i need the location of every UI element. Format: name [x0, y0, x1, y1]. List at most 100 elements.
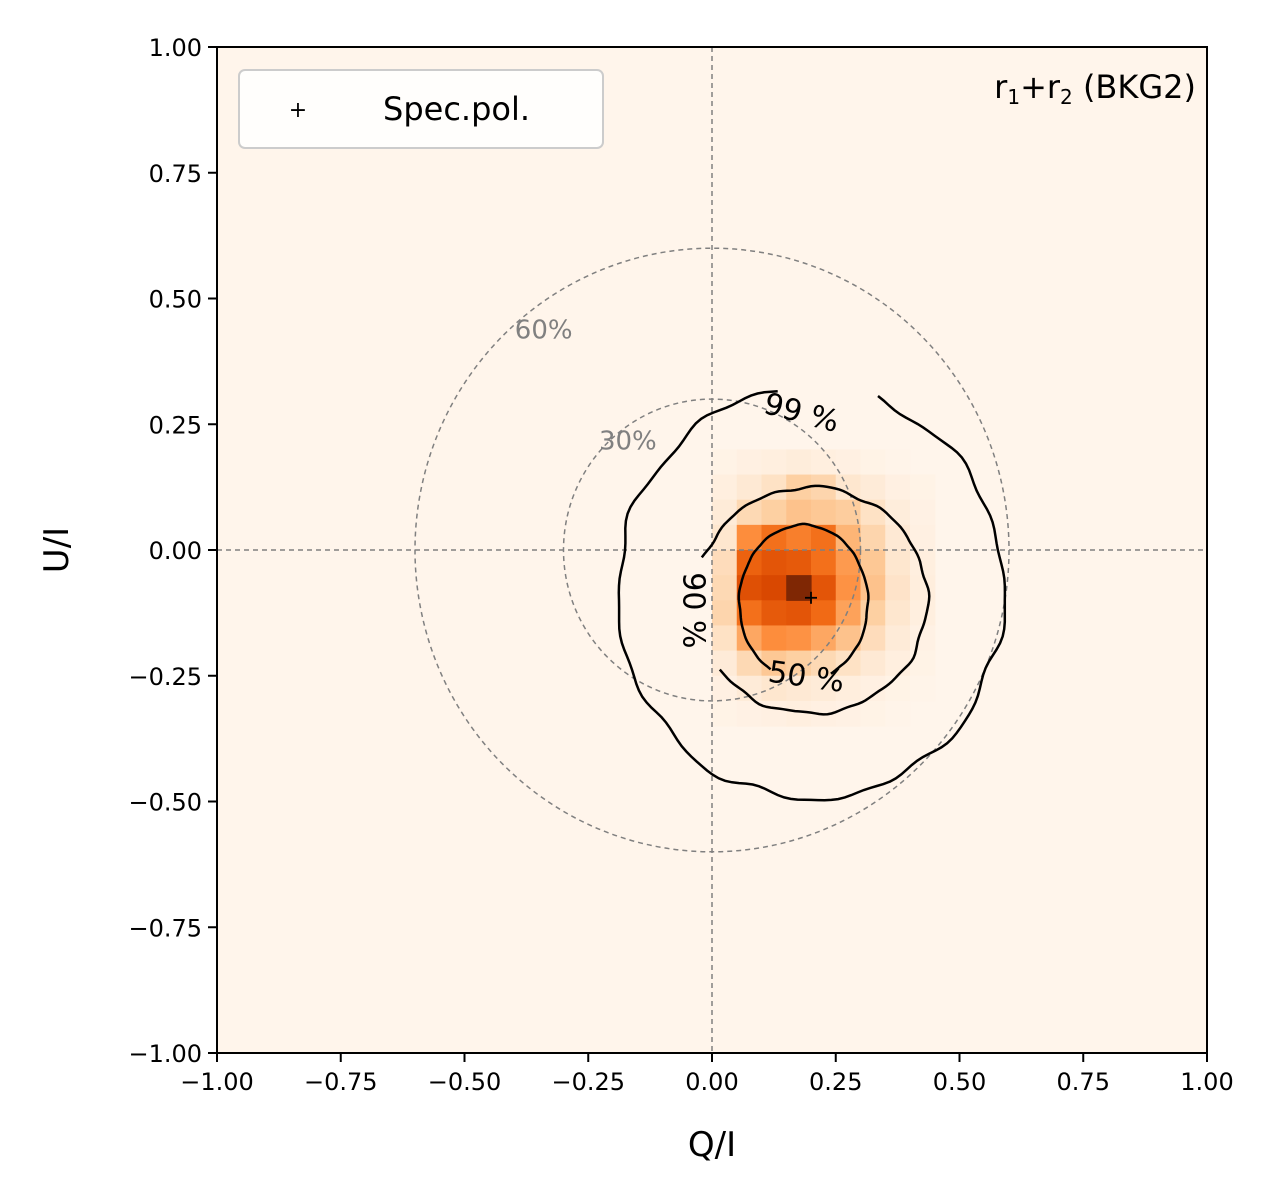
heatmap-cell	[910, 474, 936, 501]
heatmap-cell	[835, 499, 862, 526]
x-tick-label: −0.25	[551, 1068, 625, 1096]
contour-50	[737, 522, 870, 675]
heatmap-cell	[761, 600, 787, 627]
contour-99	[617, 389, 1007, 802]
heatmap-cell	[910, 499, 936, 526]
y-tick-label: −1.00	[128, 1040, 202, 1068]
heatmap-cell	[860, 524, 886, 551]
heatmap-cell	[712, 499, 738, 526]
heatmap-cell	[736, 700, 763, 727]
heatmap-cell	[761, 499, 787, 526]
x-tick-label: 0.00	[685, 1068, 738, 1096]
heatmap-cell	[910, 600, 936, 627]
heatmap-cell	[761, 625, 787, 652]
heatmap-cell	[712, 650, 738, 677]
heatmap-cell	[786, 550, 812, 576]
heatmap-cell	[761, 675, 787, 702]
y-tick-label: 0.25	[149, 411, 202, 439]
x-tick-label: −1.00	[180, 1068, 254, 1096]
heatmap-cell	[736, 449, 763, 476]
y-tick-label: 0.75	[149, 160, 202, 188]
y-tick-label: −0.25	[128, 663, 202, 691]
x-axis-ticks: −1.00 −0.75 −0.50 −0.25 0.00 0.25 0.50 0.75 1.00	[180, 1053, 1234, 1096]
heatmap-cell	[885, 675, 911, 702]
heatmap-cell	[860, 650, 886, 677]
reference-circle-label: 30%	[599, 426, 657, 456]
heatmap-cell	[712, 700, 738, 727]
heatmap-cell	[761, 650, 787, 677]
y-tick-label: −0.50	[128, 789, 202, 817]
heatmap-cell	[885, 700, 911, 727]
heatmap-cell	[786, 675, 812, 702]
y-tick-label: 0.50	[149, 286, 202, 314]
legend: + Spec.pol.	[238, 69, 604, 149]
spec-pol-marker	[805, 591, 817, 604]
heatmap-cell	[786, 625, 812, 652]
heatmap-cell	[835, 600, 862, 627]
heatmap-cell	[736, 474, 763, 501]
heatmap-cell	[712, 449, 738, 476]
heatmap-cell	[885, 650, 911, 677]
heatmap-cell	[835, 550, 862, 576]
legend-label: Spec.pol.	[383, 90, 530, 128]
heatmap-cell	[712, 550, 738, 576]
reference-circle-label: 60%	[515, 316, 573, 346]
legend-marker: +	[289, 98, 307, 123]
legend-box	[238, 69, 604, 149]
heatmap-cell	[885, 550, 911, 576]
heatmap-cell	[835, 449, 862, 476]
heatmap-cell	[910, 675, 936, 702]
heatmap-cell	[860, 600, 886, 627]
y-tick-label: −0.75	[128, 914, 202, 942]
heatmap-cell	[885, 449, 911, 476]
heatmap-cell	[885, 625, 911, 652]
heatmap-cell	[910, 575, 936, 601]
heatmap-cell	[811, 600, 837, 627]
heatmap-cell	[811, 675, 837, 702]
y-axis-ticks: −1.00 −0.75 −0.50 −0.25 0.00 0.25 0.50 0.75 1.00	[128, 34, 217, 1068]
panel-annotation: r1+r2 (BKG2)	[994, 68, 1196, 109]
contour-90	[700, 484, 931, 716]
heatmap-cell	[786, 700, 812, 727]
heatmap-cell	[835, 675, 862, 702]
x-tick-label: 0.75	[1057, 1068, 1110, 1096]
heatmap-cell	[786, 524, 812, 551]
x-tick-label: 1.00	[1180, 1068, 1233, 1096]
heatmap-cell	[835, 575, 862, 601]
heatmap-cell	[761, 700, 787, 727]
heatmap-cell	[860, 474, 886, 501]
y-axis-label: U/I	[37, 527, 77, 573]
heatmap-cell	[910, 524, 936, 551]
heatmap-cell	[712, 675, 738, 702]
heatmap-cell	[712, 600, 738, 627]
annotation-subscript-2: 2	[1060, 85, 1073, 109]
heatmap-cell	[860, 550, 886, 576]
reference-circle-30pct	[562, 398, 862, 702]
heatmap-cell	[736, 650, 763, 677]
heatmap-cell	[860, 700, 886, 727]
heatmap-cell	[885, 600, 911, 627]
x-tick-label: 0.50	[933, 1068, 986, 1096]
heatmap-cell	[811, 550, 837, 576]
annotation-subscript-1: 1	[1007, 85, 1020, 109]
y-tick-label: 0.00	[149, 537, 202, 565]
heatmap-cell	[835, 474, 862, 501]
heatmap-peak-cell	[786, 575, 812, 601]
heatmap-cell	[712, 575, 738, 601]
contour-label: 90 %	[676, 572, 711, 648]
heatmap-cell	[885, 499, 911, 526]
heatmap-cell	[811, 575, 837, 601]
heatmap-cell	[786, 499, 812, 526]
heatmap-cell	[860, 449, 886, 476]
reference-circle-60pct	[414, 247, 1010, 853]
y-tick-label: 1.00	[149, 34, 202, 62]
heatmap-cell	[761, 550, 787, 576]
heatmap-cell	[811, 499, 837, 526]
heatmap-cell	[885, 575, 911, 601]
x-tick-label: 0.25	[809, 1068, 862, 1096]
heatmap-cell	[885, 474, 911, 501]
reference-lines: 30% 60%	[217, 47, 1207, 1053]
heatmap-cell	[786, 650, 812, 677]
heatmap-cell	[786, 600, 812, 627]
